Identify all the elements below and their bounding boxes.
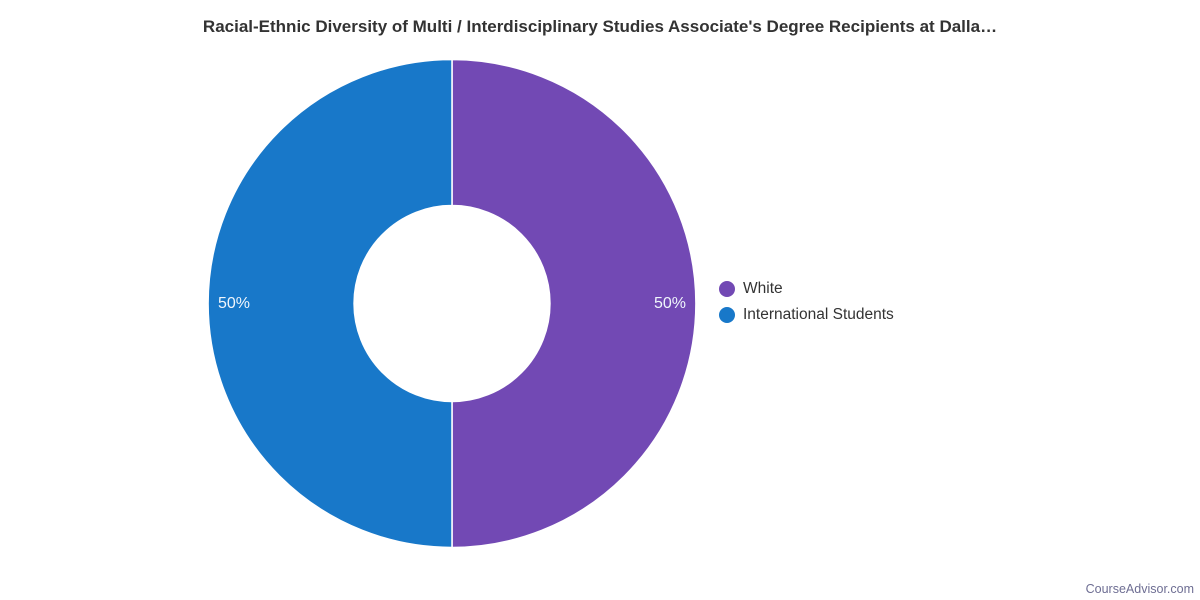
svg-text:50%: 50% [218,295,250,312]
svg-text:50%: 50% [654,295,686,312]
